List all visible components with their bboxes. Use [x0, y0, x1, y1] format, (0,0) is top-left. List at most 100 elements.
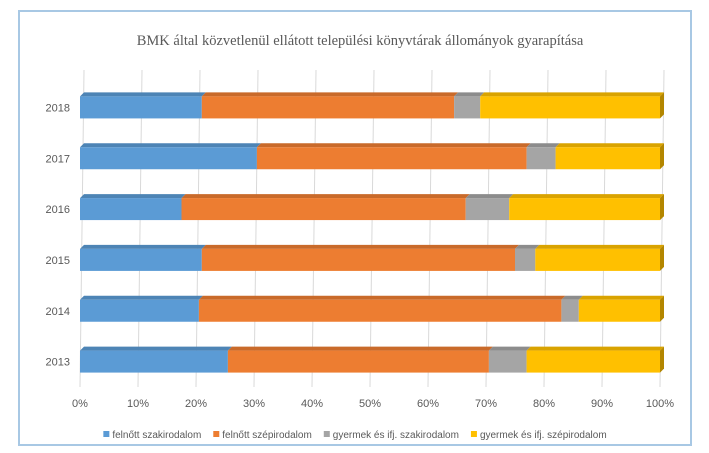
bar-felnott-szepirodalom-2015: [201, 248, 516, 271]
bar-gyermek-es-ifj-szakirodalom-2016: [465, 198, 510, 221]
x-tick-label: 30%: [243, 398, 265, 410]
bar-gyermek-es-ifj-szepirodalom-2016: [509, 198, 660, 221]
x-tick-label: 100%: [646, 398, 674, 410]
bar-felnott-szepirodalom-2014: [198, 299, 562, 322]
x-tick-label: 40%: [301, 398, 323, 410]
legend-label: felnőtt szakirodalom: [112, 430, 201, 441]
bar-top-face: [80, 143, 261, 148]
legend-swatch: [103, 431, 110, 437]
bar-felnott-szakirodalom-2014: [80, 299, 199, 322]
legend-label: gyermek és ifj. szépirodalom: [480, 430, 607, 441]
bar-gyermek-es-ifj-szepirodalom-2013: [526, 350, 660, 373]
stacked-bar-chart: BMK által közvetlenül ellátott település…: [46, 33, 675, 441]
bar-gyermek-es-ifj-szepirodalom-2014: [578, 299, 660, 322]
category-label: 2015: [46, 255, 70, 267]
bar-felnott-szakirodalom-2013: [80, 350, 228, 373]
x-tick-label: 90%: [591, 398, 613, 410]
bar-side-face: [660, 92, 664, 119]
bar-top-face: [80, 346, 232, 351]
bar-gyermek-es-ifj-szakirodalom-2018: [454, 96, 481, 119]
bar-gyermek-es-ifj-szakirodalom-2013: [488, 350, 527, 373]
legend-label: felnőtt szépirodalom: [222, 430, 312, 441]
legend-swatch: [323, 431, 330, 437]
legend-item-gyermek-es-ifj-szepirodalom: gyermek és ifj. szépirodalom: [470, 430, 607, 441]
bar-side-face: [660, 295, 664, 322]
category-axis: 2013 2014 2015 2016 2017 2018: [46, 102, 70, 368]
bar-felnott-szepirodalom-2016: [181, 198, 466, 221]
bar-top-face: [181, 194, 470, 199]
bar-top-face: [535, 244, 664, 249]
bar-top-face: [578, 295, 664, 300]
bars: [80, 92, 664, 373]
gridline: [601, 69, 607, 388]
bar-felnott-szakirodalom-2017: [80, 147, 257, 170]
bar-top-face: [227, 346, 493, 351]
bar-felnott-szepirodalom-2013: [227, 350, 489, 373]
bar-top-face: [509, 194, 664, 199]
category-label: 2017: [46, 153, 70, 165]
bar-top-face: [555, 143, 664, 148]
bar-top-face: [201, 244, 520, 249]
bar-felnott-szakirodalom-2015: [80, 248, 202, 271]
bar-gyermek-es-ifj-szakirodalom-2014: [561, 299, 579, 322]
x-tick-label: 80%: [533, 398, 555, 410]
bar-top-face: [80, 295, 203, 300]
gridline: [485, 69, 491, 388]
bar-felnott-szakirodalom-2018: [80, 96, 202, 119]
legend-item-felnott-szepirodalom: felnőtt szépirodalom: [213, 430, 312, 441]
bar-side-face: [660, 244, 664, 271]
bar-gyermek-es-ifj-szepirodalom-2015: [535, 248, 660, 271]
bar-top-face: [515, 244, 540, 249]
bar-gyermek-es-ifj-szakirodalom-2017: [526, 147, 556, 170]
x-tick-label: 60%: [417, 398, 439, 410]
gridline: [369, 69, 375, 388]
bar-side-face: [660, 346, 664, 373]
bar-top-face: [80, 194, 186, 199]
bar-top-face: [561, 295, 583, 300]
gridline: [195, 69, 201, 388]
bar-top-face: [256, 143, 531, 148]
gridlines: [79, 69, 665, 388]
bar-top-face: [198, 295, 566, 300]
gridline: [659, 69, 665, 388]
value-axis: 0% 10% 20% 30% 40% 50% 60% 70% 80% 90% 100%: [72, 398, 674, 410]
gridline: [543, 69, 549, 388]
bar-felnott-szakirodalom-2016: [80, 198, 182, 221]
bar-felnott-szepirodalom-2017: [256, 147, 527, 170]
gridline: [253, 69, 259, 388]
bar-top-face: [454, 92, 485, 97]
category-label: 2014: [46, 306, 70, 318]
legend-swatch: [470, 431, 477, 437]
bar-top-face: [201, 92, 459, 97]
legend-swatch: [213, 431, 220, 437]
bar-top-face: [488, 346, 531, 351]
gridline: [79, 69, 85, 388]
gridline: [427, 69, 433, 388]
bar-top-face: [465, 194, 514, 199]
legend-item-gyermek-es-ifj-szakirodalom: gyermek és ifj. szakirodalom: [323, 430, 459, 441]
x-tick-label: 50%: [359, 398, 381, 410]
legend-item-felnott-szakirodalom: felnőtt szakirodalom: [103, 430, 201, 441]
category-label: 2013: [46, 357, 70, 369]
gridline: [137, 69, 143, 388]
bar-top-face: [526, 346, 664, 351]
bar-gyermek-es-ifj-szakirodalom-2015: [515, 248, 536, 271]
legend: felnőtt szakirodalom felnőtt szépirodalom…: [103, 430, 607, 441]
chart-title: BMK által közvetlenül ellátott település…: [137, 33, 584, 49]
bar-side-face: [660, 143, 664, 170]
legend-label: gyermek és ifj. szakirodalom: [333, 430, 459, 441]
bar-top-face: [80, 92, 206, 97]
bar-top-face: [80, 244, 206, 249]
bar-top-face: [480, 92, 664, 97]
chart-frame: BMK által közvetlenül ellátott település…: [18, 10, 692, 446]
x-tick-label: 70%: [475, 398, 497, 410]
bar-gyermek-es-ifj-szepirodalom-2018: [480, 96, 660, 119]
category-label: 2016: [46, 204, 70, 216]
x-tick-label: 20%: [185, 398, 207, 410]
bar-top-face: [526, 143, 560, 148]
bar-side-face: [660, 194, 664, 221]
x-tick-label: 0%: [72, 398, 88, 410]
gridline: [311, 69, 317, 388]
x-tick-label: 10%: [127, 398, 149, 410]
category-label: 2018: [46, 102, 70, 114]
